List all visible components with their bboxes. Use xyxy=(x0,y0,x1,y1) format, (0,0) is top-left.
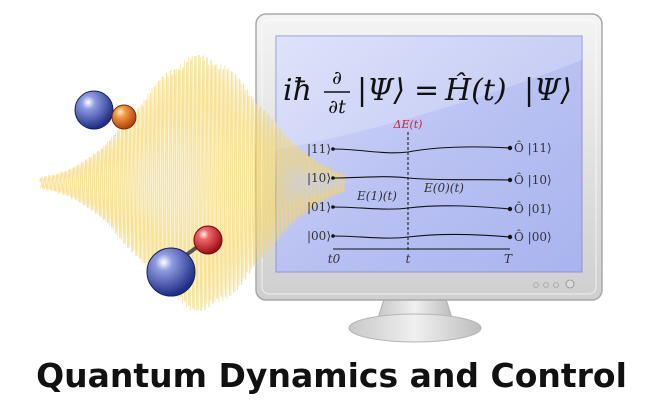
state-in-00: |00⟩ xyxy=(307,229,331,243)
laser-pulse-icon xyxy=(39,54,346,312)
energy-label-0: E(0)(t) xyxy=(423,181,464,195)
page-title: Quantum Dynamics and Control xyxy=(36,356,627,395)
molecule-icon xyxy=(74,90,137,130)
axis-label-middle: t xyxy=(406,252,411,266)
delta-label: ΔE(t) xyxy=(393,118,423,131)
state-in-01: |01⟩ xyxy=(307,200,331,214)
molecule-icon xyxy=(146,225,223,297)
state-in-11: |11⟩ xyxy=(307,142,331,156)
equation-equals: = xyxy=(414,73,439,108)
equation-hamiltonian: Ĥ(t) xyxy=(444,72,507,108)
equation-partial-top: ∂ xyxy=(332,67,342,89)
energy-label-1: E(1)(t) xyxy=(356,189,397,203)
state-in-10: |10⟩ xyxy=(307,171,331,185)
state-out-11: Ô |11⟩ xyxy=(514,139,552,155)
equation-ket-right: |Ψ⟩ xyxy=(524,73,572,108)
state-out-10: Ô |10⟩ xyxy=(514,171,552,187)
schrodinger-equation: iħ ∂ ∂t |Ψ⟩ = Ĥ(t) |Ψ⟩ xyxy=(283,67,572,118)
equation-partial-bottom: ∂t xyxy=(328,96,346,118)
state-out-01: Ô |01⟩ xyxy=(514,200,552,216)
energy-diagram: ΔE(t) |11⟩ |10⟩ |01⟩ |00⟩ Ô |11⟩ Ô |10⟩ … xyxy=(307,118,552,266)
state-out-00: Ô |00⟩ xyxy=(514,228,552,244)
axis-label-end: T xyxy=(504,252,513,266)
equation-ket-left: |Ψ⟩ xyxy=(357,73,405,108)
axis-label-start: t0 xyxy=(328,252,341,266)
monitor-icon xyxy=(255,13,603,343)
equation-prefix: iħ xyxy=(283,73,312,108)
